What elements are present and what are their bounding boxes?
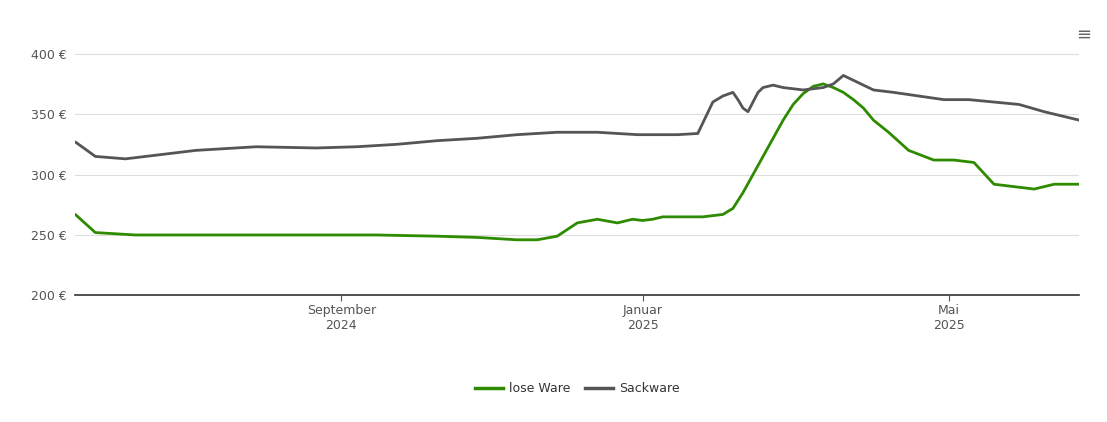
Text: ≡: ≡ — [1076, 25, 1092, 43]
Legend: lose Ware, Sackware: lose Ware, Sackware — [475, 382, 680, 395]
